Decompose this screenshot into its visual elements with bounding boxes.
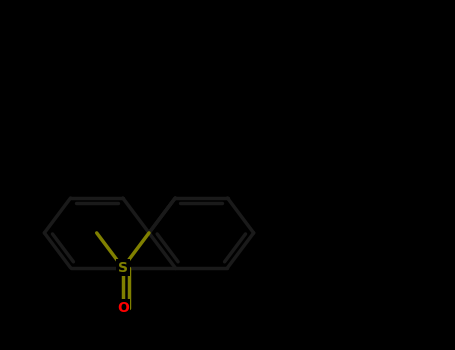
Text: O: O <box>117 301 129 315</box>
Text: S: S <box>118 261 128 275</box>
